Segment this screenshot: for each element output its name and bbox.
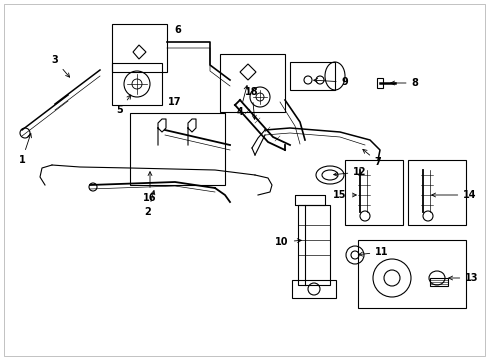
Text: 1: 1 [19, 134, 31, 165]
Text: 12: 12 [333, 167, 366, 177]
Text: 18: 18 [244, 87, 258, 119]
Text: 5: 5 [116, 95, 131, 115]
Text: 9: 9 [313, 77, 347, 87]
Bar [130, 113, 224, 185]
Text: 6: 6 [174, 25, 181, 35]
Text: 15: 15 [332, 190, 356, 200]
Text: 17: 17 [168, 97, 182, 107]
Bar [376, 78, 382, 88]
Bar [357, 240, 465, 308]
Bar [429, 278, 447, 286]
Text: 16: 16 [143, 172, 157, 203]
Bar [297, 205, 329, 285]
Text: 3: 3 [52, 55, 69, 77]
Text: 2: 2 [144, 190, 155, 217]
Bar [289, 62, 334, 90]
Bar [220, 54, 285, 112]
Bar [291, 280, 335, 298]
Text: 7: 7 [362, 149, 381, 167]
Text: 4: 4 [236, 86, 247, 117]
Text: 13: 13 [448, 273, 478, 283]
Bar [407, 160, 465, 225]
Bar [112, 24, 167, 72]
Text: 14: 14 [431, 190, 476, 200]
Bar [345, 160, 402, 225]
Text: 10: 10 [275, 237, 301, 247]
Text: 8: 8 [390, 78, 418, 88]
Text: 11: 11 [358, 247, 388, 257]
Bar [112, 63, 162, 105]
